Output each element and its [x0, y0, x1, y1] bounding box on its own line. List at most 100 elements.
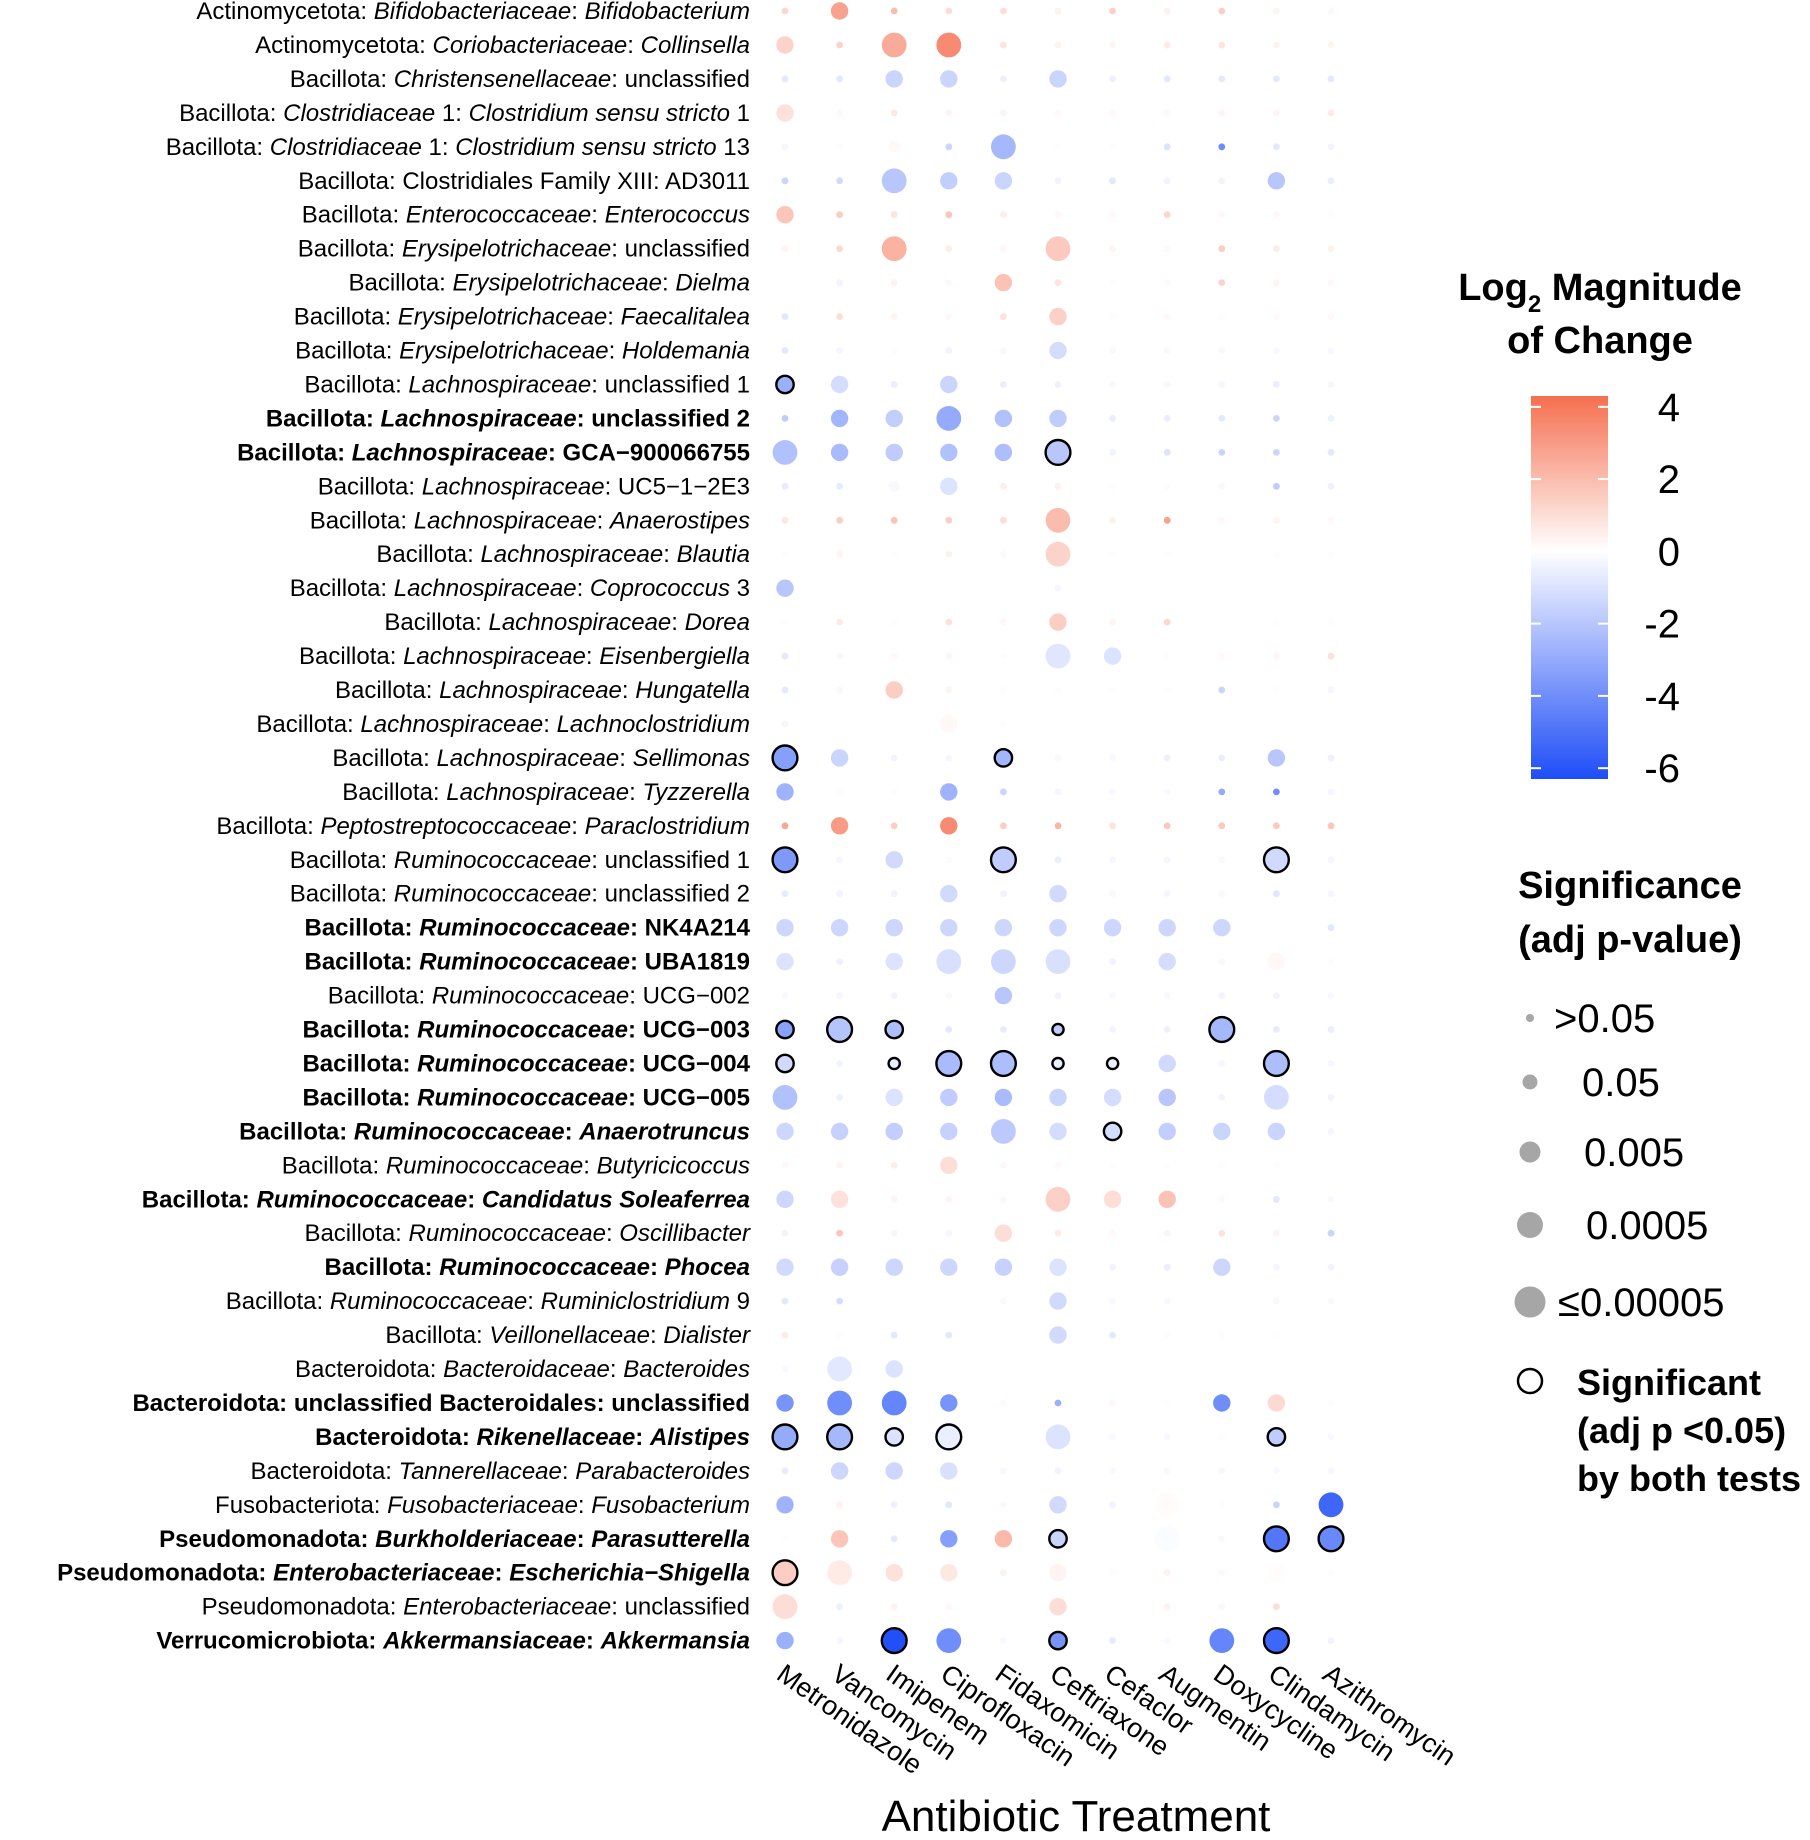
dot-ceftriaxone-row-42 — [1045, 1424, 1071, 1450]
dot-augmentin-row-18 — [1163, 618, 1171, 626]
dot-metronidazole-row-28 — [776, 952, 794, 971]
dot-clindamycin-row-22 — [1267, 749, 1286, 767]
dot-ciprofloxacin-row-4 — [945, 143, 953, 151]
dot-vancomycin-row-27 — [830, 919, 849, 937]
dot-ceftriaxone-row-44 — [1049, 1496, 1067, 1514]
dot-augmentin-row-13 — [1163, 449, 1171, 456]
size-legend-label: 0.05 — [1582, 1061, 1660, 1105]
dot-fidaxomicin-row-30 — [1000, 1026, 1007, 1033]
row-label: Bacillota: Ruminococcaceae: Phocea — [324, 1254, 750, 1281]
dot-augmentin-row-27 — [1158, 919, 1176, 937]
dot-vancomycin-row-3 — [836, 109, 843, 117]
dot-metronidazole-row-16 — [781, 550, 789, 558]
row-label-segment: Bacillota: — [216, 813, 320, 840]
dot-doxycycline-row-34 — [1218, 1161, 1226, 1169]
dot-doxycycline-row-38 — [1218, 1297, 1226, 1305]
dot-clindamycin-row-29 — [1273, 992, 1280, 999]
row-label-segment: : UCG−004 — [628, 1050, 751, 1077]
row-label-segment: : UCG−005 — [628, 1084, 750, 1111]
dot-clindamycin-row-18 — [1273, 618, 1280, 626]
dot-cefaclor-row-35 — [1103, 1190, 1122, 1209]
dot-azithromycin-row-13 — [1327, 449, 1335, 456]
dot-metronidazole-row-34 — [781, 1161, 789, 1169]
row-label-segment: Bacteroidota: — [295, 1356, 443, 1383]
dot-augmentin-row-33 — [1158, 1122, 1176, 1141]
row-label-segment: 13 — [717, 134, 750, 161]
dot-cefaclor-row-12 — [1109, 415, 1116, 422]
row-label-segment: Enterobacteriaceae — [403, 1594, 611, 1621]
dot-doxycycline-row-8 — [1218, 279, 1226, 286]
row-label-segment: Actinomycetota: — [196, 0, 373, 25]
dot-fidaxomicin-row-9 — [1000, 313, 1007, 320]
dot-metronidazole-row-29 — [781, 992, 789, 999]
dot-imipenem-row-25 — [885, 851, 903, 869]
dot-doxycycline-row-47 — [1218, 1603, 1226, 1611]
size-legend-label: 0.005 — [1584, 1131, 1684, 1175]
row-label: Bacteroidota: Tannerellaceae: Parabacter… — [251, 1458, 750, 1485]
row-label: Bacillota: Erysipelotrichaceae: Dielma — [348, 270, 750, 297]
dot-clindamycin-row-11 — [1273, 381, 1280, 388]
row-label-segment: : GCA−900066755 — [548, 439, 750, 466]
row-label: Bacillota: Ruminococcaceae: UCG−005 — [302, 1084, 750, 1111]
dot-imipenem-row-44 — [890, 1501, 898, 1509]
dot-cefaclor-row-18 — [1109, 618, 1116, 626]
dot-fidaxomicin-row-11 — [1000, 381, 1007, 388]
row-label: Bacteroidota: unclassified Bacteroidales… — [132, 1390, 750, 1417]
dot-ciprofloxacin-row-13 — [940, 443, 958, 462]
dot-ceftriaxone-row-25 — [1054, 856, 1062, 864]
dot-cefaclor-row-41 — [1109, 1399, 1116, 1407]
dot-azithromycin-row-46 — [1327, 1569, 1335, 1577]
dot-doxycycline-row-23 — [1218, 788, 1226, 796]
row-label: Bacillota: Clostridiaceae 1: Clostridium… — [166, 134, 750, 161]
dot-imipenem-row-3 — [890, 109, 898, 117]
dot-ciprofloxacin-row-47 — [945, 1603, 953, 1611]
dot-ceftriaxone-row-16 — [1045, 541, 1071, 567]
dot-vancomycin-row-7 — [836, 245, 843, 253]
row-label: Bacillota: Ruminococcaceae: UBA1819 — [304, 949, 750, 976]
dot-metronidazole-row-26 — [781, 890, 789, 898]
dot-ceftriaxone-row-17 — [1054, 584, 1062, 592]
colorbar-tick-label: -6 — [1644, 747, 1680, 791]
dot-augmentin-row-44 — [1154, 1492, 1180, 1518]
row-label-segment: Burkholderiaceae — [375, 1526, 576, 1553]
dot-doxycycline-row-1 — [1218, 41, 1226, 49]
dot-vancomycin-row-8 — [836, 279, 843, 286]
dot-ceftriaxone-row-26 — [1049, 885, 1067, 903]
row-labels: Actinomycetota: Bifidobacteriaceae: Bifi… — [57, 0, 751, 1655]
dot-augmentin-row-38 — [1163, 1297, 1171, 1305]
dot-ciprofloxacin-row-8 — [945, 279, 953, 286]
dot-ceftriaxone-row-28 — [1045, 949, 1071, 974]
dot-doxycycline-row-17 — [1218, 584, 1226, 592]
row-label-segment: Lachnospiraceae — [422, 473, 605, 500]
dot-metronidazole-row-6 — [776, 206, 794, 224]
dot-ceftriaxone-row-48 — [1048, 1630, 1068, 1651]
dot-imipenem-row-22 — [890, 754, 898, 762]
size-legend-label: >0.05 — [1554, 997, 1655, 1041]
dot-vancomycin-row-29 — [836, 992, 843, 999]
row-label-segment: Fusobacteriaceae — [387, 1492, 578, 1519]
dot-metronidazole-row-33 — [776, 1122, 794, 1141]
dot-fidaxomicin-row-14 — [1000, 482, 1007, 490]
dot-imipenem-row-16 — [890, 550, 898, 558]
row-label-segment: : — [610, 1356, 623, 1383]
colorbar-tick-label: -2 — [1644, 603, 1680, 647]
dot-ciprofloxacin-row-6 — [945, 211, 953, 219]
dot-augmentin-row-31 — [1158, 1054, 1176, 1073]
dot-clindamycin-row-46 — [1267, 1564, 1286, 1582]
dot-ciprofloxacin-row-11 — [940, 375, 958, 394]
dot-ciprofloxacin-row-18 — [945, 618, 953, 626]
dot-ciprofloxacin-row-40 — [945, 1365, 953, 1373]
dot-doxycycline-row-20 — [1218, 686, 1226, 694]
dot-vancomycin-row-21 — [836, 720, 843, 728]
dot-augmentin-row-41 — [1163, 1399, 1171, 1407]
dot-azithromycin-row-10 — [1327, 347, 1335, 354]
dot-clindamycin-row-9 — [1273, 313, 1280, 320]
dot-fidaxomicin-row-1 — [1000, 41, 1007, 49]
dot-doxycycline-row-19 — [1218, 652, 1226, 660]
dot-imipenem-row-31 — [887, 1056, 902, 1071]
colorbar-tick-label: 0 — [1658, 530, 1680, 574]
row-label: Bacillota: Ruminococcaceae: Anaerotruncu… — [239, 1118, 750, 1145]
dot-imipenem-row-11 — [890, 381, 898, 388]
row-label-segment: : NK4A214 — [630, 915, 751, 942]
dot-clindamycin-row-5 — [1267, 172, 1286, 190]
